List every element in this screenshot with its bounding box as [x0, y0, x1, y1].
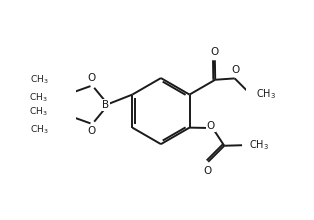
Text: O: O: [207, 121, 215, 131]
Text: O: O: [211, 47, 219, 57]
Text: O: O: [87, 126, 95, 136]
Text: CH$_3$: CH$_3$: [249, 138, 269, 152]
Text: B: B: [102, 100, 110, 110]
Text: CH$_3$: CH$_3$: [30, 73, 49, 86]
Text: CH$_3$: CH$_3$: [30, 124, 49, 136]
Text: O: O: [203, 166, 211, 176]
Text: O: O: [231, 65, 239, 75]
Text: O: O: [87, 73, 95, 83]
Text: CH$_3$: CH$_3$: [256, 87, 276, 101]
Text: CH$_3$: CH$_3$: [29, 92, 47, 104]
Text: CH$_3$: CH$_3$: [29, 105, 47, 118]
